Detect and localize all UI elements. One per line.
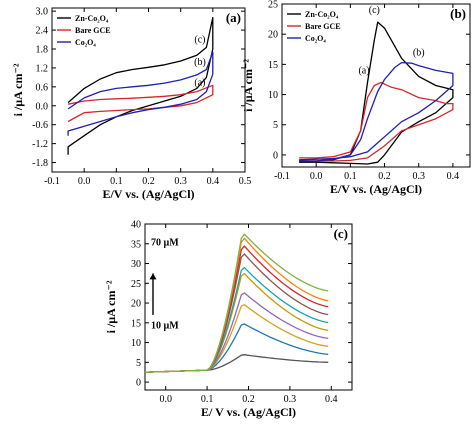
x-tick-label: 0.3 <box>412 171 425 182</box>
series-line <box>299 61 454 162</box>
y-tick-label: -1.8 <box>32 158 48 169</box>
y-tick-label: 0.0 <box>36 101 49 112</box>
series-line <box>299 21 454 165</box>
x-tick-label: -0.1 <box>44 176 60 187</box>
panel-label: (b) <box>450 6 466 21</box>
concentration-curve <box>144 237 329 373</box>
x-tick-label: 0.2 <box>242 394 255 405</box>
x-axis-title: E/ V vs. (Ag/AgCl) <box>201 405 296 419</box>
x-tick-label: 0.4 <box>207 176 220 187</box>
y-tick-label: 0.6 <box>36 82 49 93</box>
concentration-curve <box>144 354 329 373</box>
legend-entry: Zn-Co₂O₄ <box>75 14 109 23</box>
panel-c: 0.0 0.1 0.2 0.3 0.4 0 5 10 15 20 25 30 35 40 E/ V vs. … <box>104 220 353 419</box>
legend-entry: Co₂O₄ <box>305 34 326 43</box>
series-line <box>67 16 214 155</box>
annotation-high-conc: 70 µM <box>151 238 179 249</box>
y-axis-title: i /µA cm⁻² <box>104 280 118 333</box>
legend-entry: Co₂O₄ <box>75 38 96 47</box>
x-tick-label: 0.4 <box>447 171 460 182</box>
x-tick-label: 0.2 <box>378 171 391 182</box>
x-tick-label: 0.1 <box>201 394 214 405</box>
series-line <box>67 51 214 136</box>
x-tick-label: -0.1 <box>274 171 290 182</box>
curve-label: (c) <box>369 5 380 16</box>
y-tick-label: 15 <box>131 318 141 329</box>
panel-label: (c) <box>334 226 348 241</box>
x-tick-label: 0.1 <box>110 176 123 187</box>
axes-frame <box>281 3 471 168</box>
annotation-arrowhead <box>149 273 157 280</box>
x-axis-title: E/V vs. (Ag/AgCl) <box>330 182 422 196</box>
y-tick-label: -0.6 <box>32 120 48 131</box>
legend-entry: Zn-Co₂O₄ <box>305 10 339 19</box>
x-tick-label: 0.5 <box>239 176 252 187</box>
concentration-curve <box>144 304 329 373</box>
y-tick-label: 1.2 <box>36 63 49 74</box>
y-tick-label: 2.4 <box>36 26 49 37</box>
y-tick-label: 15 <box>268 60 278 71</box>
legend-entry: Bare GCE <box>75 26 111 35</box>
x-tick-label: 0.3 <box>174 176 187 187</box>
x-tick-label: 0.0 <box>159 394 172 405</box>
y-tick-label: 0 <box>273 150 278 161</box>
panel-a: -0.1 0.0 0.1 0.2 0.3 0.4 0.5 -1.8 -1.2 -0.6 0.0 0.6… <box>11 7 251 201</box>
y-tick-label: 20 <box>131 299 141 310</box>
curve-label: (b) <box>413 47 425 58</box>
x-tick-label: 0.2 <box>142 176 155 187</box>
y-tick-label: 30 <box>131 259 141 270</box>
y-tick-label: 0 <box>136 378 141 389</box>
panel-label: (a) <box>226 10 241 25</box>
curve-label: (a) <box>194 77 205 88</box>
annotation-low-conc: 10 µM <box>151 321 179 332</box>
y-tick-label: 20 <box>268 30 278 41</box>
y-tick-label: 25 <box>131 279 141 290</box>
panel-b: -0.1 0.0 0.1 0.2 0.3 0.4 0 5 10 15 20 25 E/V vs. (Ag… <box>241 0 471 196</box>
y-tick-label: 1.8 <box>36 45 49 56</box>
x-tick-label: 0.0 <box>310 171 323 182</box>
y-tick-label: 5 <box>136 358 141 369</box>
y-tick-label: 25 <box>268 0 278 11</box>
x-axis-title: E/V vs. (Ag/AgCl) <box>102 187 194 201</box>
y-tick-label: 10 <box>268 90 278 101</box>
y-tick-label: 3.0 <box>36 7 49 18</box>
y-tick-label: 40 <box>131 220 141 231</box>
y-tick-label: 35 <box>131 239 141 250</box>
curve-label: (b) <box>194 57 206 68</box>
x-tick-label: 0.4 <box>325 394 338 405</box>
y-tick-label: 10 <box>131 338 141 349</box>
series-line <box>299 81 454 162</box>
y-tick-label: 5 <box>273 120 278 131</box>
curve-label: (c) <box>194 35 205 46</box>
y-axis-title: i /µA cm⁻² <box>241 59 255 112</box>
x-tick-label: 0.1 <box>344 171 357 182</box>
series-line <box>67 84 214 123</box>
y-tick-label: -1.2 <box>32 139 48 150</box>
x-tick-label: 0.0 <box>78 176 91 187</box>
y-axis-title: i /µA cm⁻² <box>11 63 25 116</box>
x-tick-label: 0.3 <box>284 394 297 405</box>
legend-entry: Bare GCE <box>305 22 341 31</box>
concentration-curve <box>144 233 329 373</box>
curve-label: (a) <box>358 65 369 76</box>
